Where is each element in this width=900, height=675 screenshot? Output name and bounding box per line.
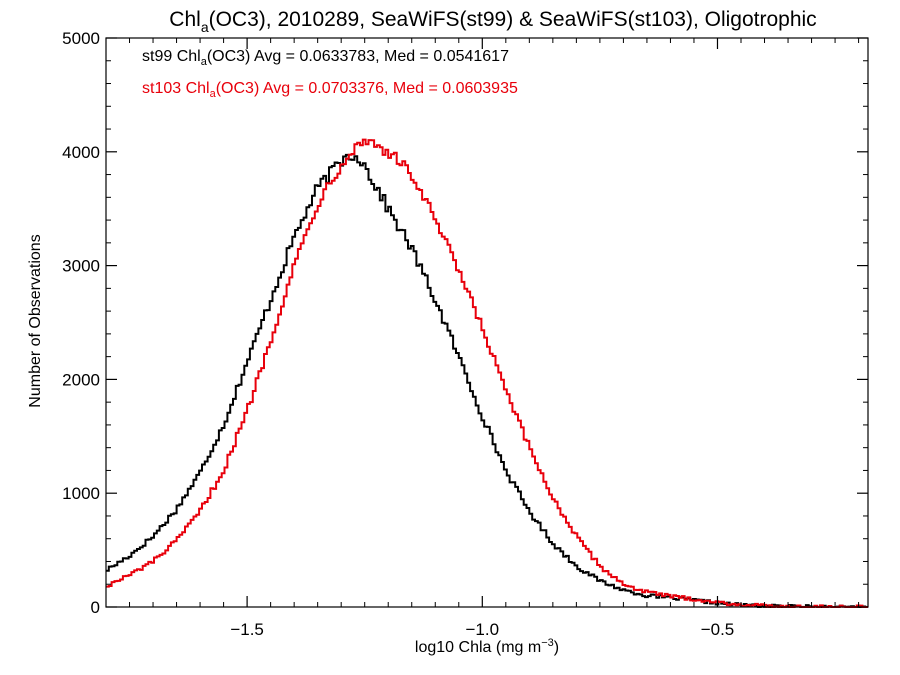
y-tick-label: 0 <box>91 598 100 617</box>
y-axis-label: Number of Observations <box>27 234 44 407</box>
histogram-line-st103 <box>106 138 868 608</box>
plot-frame <box>105 37 869 608</box>
y-tick-label: 2000 <box>62 370 100 389</box>
y-tick-label: 3000 <box>62 257 100 276</box>
axes-layer: −1.5 −1.0 −0.5 0 1000 2000 3000 4000 5000 <box>62 29 869 639</box>
y-tick-label: 1000 <box>62 484 100 503</box>
legend-entry-st103: st103 Chla(OC3) Avg = 0.0703376, Med = 0… <box>142 80 518 100</box>
x-tick-label: −1.0 <box>466 620 500 639</box>
x-axis-label: log10 Chla (mg m−3) <box>415 637 559 656</box>
x-tick-label: −0.5 <box>701 620 735 639</box>
histogram-line-st99 <box>106 153 868 608</box>
y-tick-label: 4000 <box>62 143 100 162</box>
y-tick-label: 5000 <box>62 29 100 48</box>
legend-entry-st99: st99 Chla(OC3) Avg = 0.0633783, Med = 0.… <box>142 48 509 68</box>
series-layer <box>106 138 868 608</box>
chart-title: Chla(OC3), 2010289, SeaWiFS(st99) & SeaW… <box>169 8 816 35</box>
x-tick-label: −1.5 <box>230 620 264 639</box>
